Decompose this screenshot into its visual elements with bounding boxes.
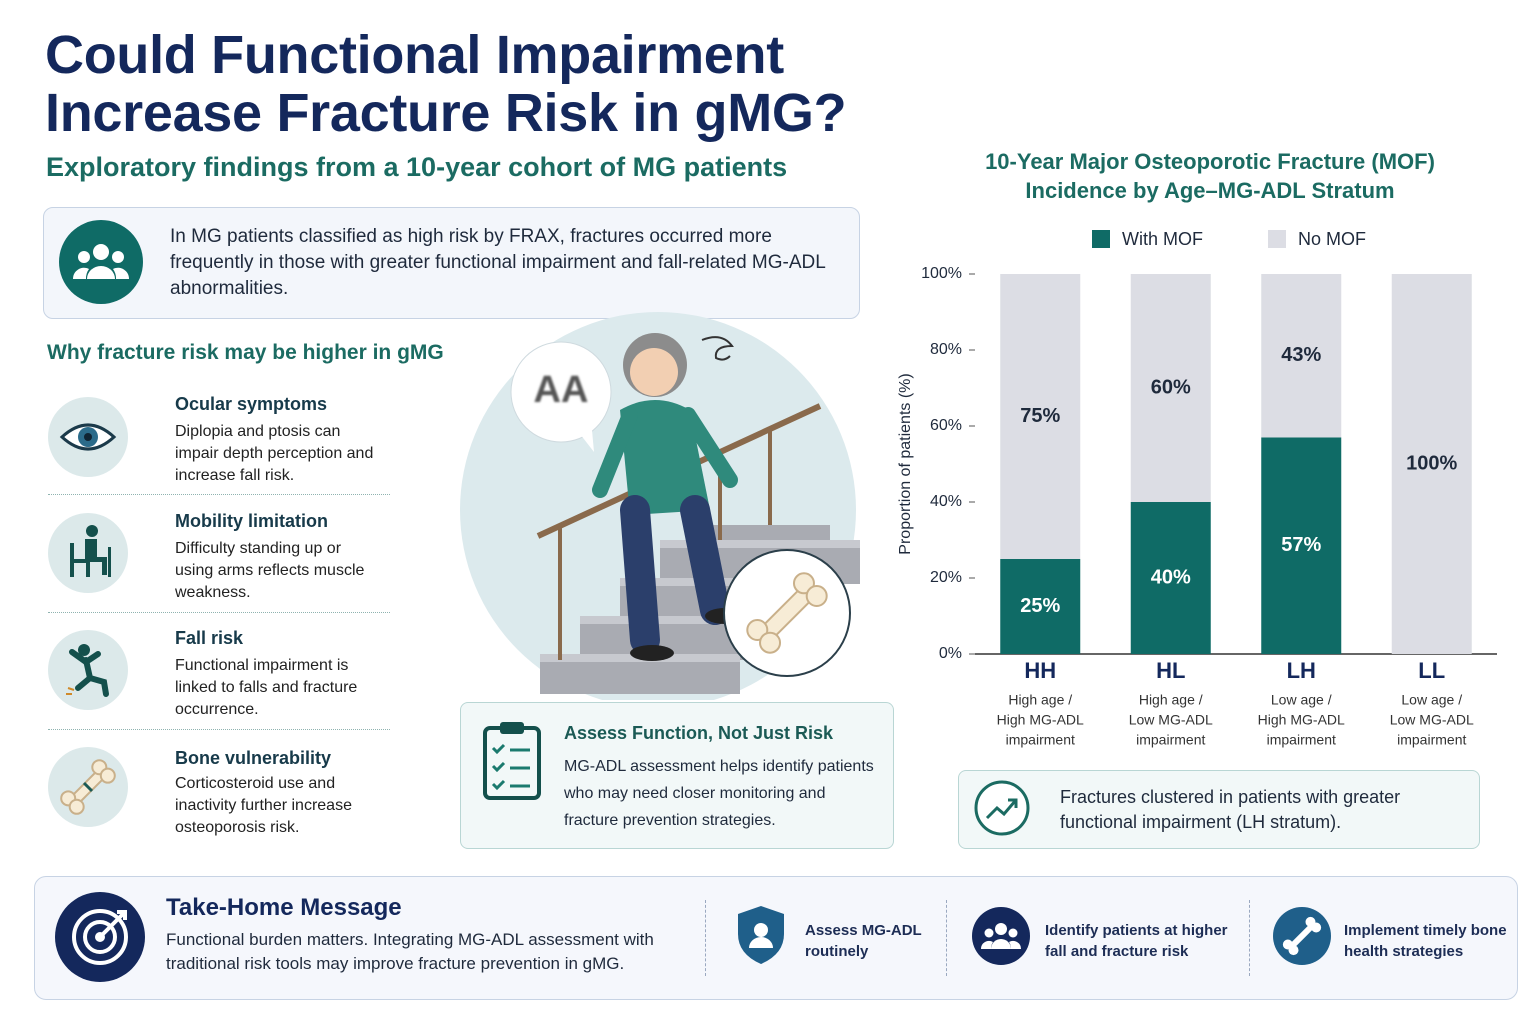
summary-card (43, 207, 860, 319)
legend-label: No MOF (1298, 229, 1366, 249)
section-heading: Why fracture risk may be higher in gMG (47, 341, 444, 364)
separator (48, 494, 390, 495)
x-tick-description: Low age / (1271, 692, 1332, 708)
x-tick-description: Low MG-ADL (1390, 712, 1474, 728)
reason-title: Bone vulnerability (175, 748, 332, 768)
bar-segment (1261, 437, 1342, 654)
group-icon (59, 220, 143, 304)
assess-text: MG-ADL assessment helps identify patient… (564, 758, 874, 829)
divider (946, 900, 947, 976)
chair-icon (48, 513, 128, 593)
x-tick-description: impairment (1397, 732, 1466, 748)
reason-title: Ocular symptoms (175, 394, 328, 414)
x-tick-description: impairment (1006, 732, 1075, 748)
reason-title: Mobility limitation (175, 511, 328, 531)
separator (48, 729, 390, 730)
value-label: 25% (1020, 595, 1060, 617)
y-tick-label: 20% (930, 569, 962, 586)
reason-text: Corticosteroid use and inactivity furthe… (175, 775, 352, 836)
y-tick-label: 80% (930, 341, 962, 358)
x-tick-description: Low age / (1401, 692, 1462, 708)
takehome-title: Take-Home Message (166, 894, 402, 921)
value-label: 57% (1281, 534, 1321, 556)
fall-icon (48, 630, 128, 710)
y-tick-label: 40% (930, 493, 962, 510)
action-text: Assess MG-ADL routinely (805, 922, 922, 960)
value-label: 60% (1151, 376, 1191, 398)
x-tick-label: LH (1287, 658, 1316, 683)
value-label: 75% (1020, 405, 1060, 427)
legend-swatch (1092, 230, 1110, 248)
title-line: Increase Fracture Risk in gMG? (45, 83, 847, 143)
shield-icon (738, 906, 784, 964)
bone-circle-icon (1273, 907, 1331, 965)
clipboard-icon (483, 722, 541, 800)
bar-segment (1261, 274, 1342, 438)
y-tick-label: 100% (921, 265, 962, 282)
reason-text: Difficulty standing up or using arms ref… (175, 540, 365, 601)
people-icon (972, 907, 1030, 965)
title-line: Could Functional Impairment (45, 25, 784, 85)
illustration: AA (460, 312, 860, 700)
target-icon (55, 892, 145, 982)
x-tick-label: HL (1156, 658, 1185, 683)
reason-text: Diplopia and ptosis can impair depth per… (175, 423, 374, 484)
assess-title: Assess Function, Not Just Risk (564, 723, 834, 743)
reason-text: Functional impairment is linked to falls… (175, 657, 358, 718)
x-tick-description: High age / (1139, 692, 1203, 708)
action-text: Implement timely bone health strategies (1344, 922, 1507, 960)
chart-title: Incidence by Age–MG-ADL Stratum (1025, 178, 1394, 203)
subtitle: Exploratory findings from a 10-year coho… (46, 152, 788, 182)
x-tick-label: LL (1418, 658, 1445, 683)
x-tick-description: impairment (1136, 732, 1205, 748)
takehome-text: Functional burden matters. Integrating M… (166, 930, 654, 973)
speech-text: AA (534, 369, 589, 411)
bar-segment (1000, 274, 1081, 559)
divider (705, 900, 706, 976)
chart: 10-Year Major Osteoporotic Fracture (MOF… (897, 149, 1497, 748)
eye-icon (48, 397, 128, 477)
legend-label: With MOF (1122, 229, 1203, 249)
x-tick-description: impairment (1267, 732, 1336, 748)
summary-text: In MG patients classified as high risk b… (170, 226, 826, 299)
x-tick-label: HH (1024, 658, 1056, 683)
bar-segment (1391, 274, 1472, 654)
x-tick-description: High MG-ADL (1258, 712, 1345, 728)
bar-segment (1130, 502, 1211, 654)
y-axis-label: Proportion of patients (%) (897, 373, 914, 554)
callout-card (958, 770, 1480, 849)
value-label: 100% (1406, 452, 1457, 474)
x-tick-description: Low MG-ADL (1129, 712, 1213, 728)
legend-swatch (1268, 230, 1286, 248)
separator (48, 612, 390, 613)
bar-segment (1130, 274, 1211, 502)
x-tick-description: High age / (1008, 692, 1072, 708)
divider (1249, 900, 1250, 976)
x-tick-description: High MG-ADL (997, 712, 1084, 728)
callout-text: Fractures clustered in patients with gre… (1060, 787, 1401, 832)
bone-icon (48, 747, 128, 827)
bar-segment (1000, 559, 1081, 654)
trend-icon (974, 780, 1030, 836)
value-label: 43% (1281, 344, 1321, 366)
value-label: 40% (1151, 566, 1191, 588)
y-tick-label: 60% (930, 417, 962, 434)
action-text: Identify patients at higher fall and fra… (1045, 922, 1228, 960)
chart-title: 10-Year Major Osteoporotic Fracture (MOF… (985, 149, 1435, 174)
reason-title: Fall risk (175, 628, 244, 648)
y-tick-label: 0% (939, 645, 962, 662)
title: Could Functional Impairment Increase Fra… (45, 25, 847, 143)
